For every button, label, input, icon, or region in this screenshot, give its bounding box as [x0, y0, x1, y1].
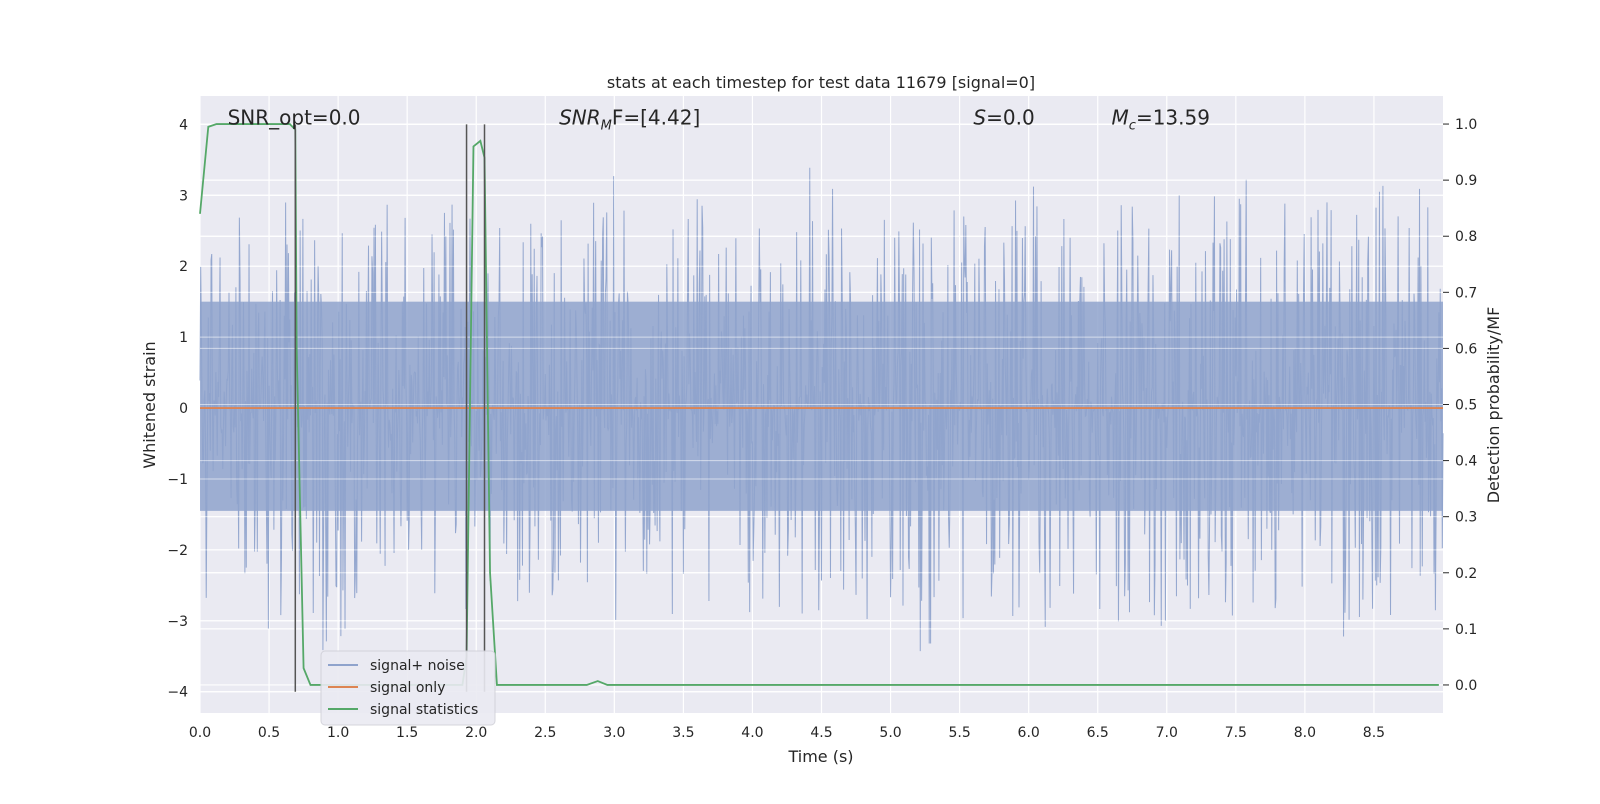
- y-right-tick-label: 0.2: [1455, 566, 1477, 582]
- legend-label: signal+ noise: [370, 658, 465, 674]
- annotation-text: S=0.0: [973, 105, 1034, 129]
- tick-labels: 0.0 0.5 1.0 1.5 2.0 2.5 3.0 3.5 4.0 4.5 5.0 5.5 6.0 6…: [167, 117, 1477, 741]
- y-left-tick-label: 3: [179, 188, 188, 204]
- y-right-tick-label: 0.7: [1455, 285, 1477, 301]
- x-tick-label: 8.0: [1294, 725, 1316, 741]
- legend-label: signal only: [370, 680, 445, 696]
- y-left-tick-label: 4: [179, 117, 188, 133]
- y-left-tick-label: −2: [167, 543, 188, 559]
- x-tick-label: 2.0: [465, 725, 487, 741]
- x-tick-label: 6.5: [1087, 725, 1109, 741]
- y-right-tick-label: 0.9: [1455, 173, 1477, 189]
- x-tick-label: 3.0: [603, 725, 625, 741]
- y-left-tick-label: 0: [179, 401, 188, 417]
- x-tick-label: 5.0: [879, 725, 901, 741]
- x-tick-label: 8.5: [1363, 725, 1385, 741]
- y-axis-right-label: Detection probability/MF: [1484, 307, 1503, 504]
- signal-statistics-line: [199, 123, 1439, 686]
- y-right-tick-label: 0.8: [1455, 229, 1477, 245]
- annotation-text: SNR_opt=0.0: [228, 105, 361, 129]
- annotation-main: M: [1112, 105, 1129, 129]
- signal-noise-line: [199, 167, 1444, 652]
- x-tick-label: 1.5: [396, 725, 418, 741]
- x-tick-label: 2.5: [534, 725, 556, 741]
- legend-box: [320, 650, 496, 726]
- y-right-tick-label: 0.5: [1455, 398, 1477, 414]
- y-left-tick-label: 2: [179, 259, 188, 275]
- x-tick-label: 0.5: [258, 725, 280, 741]
- y-right-tick-label: 0.6: [1455, 341, 1477, 357]
- annotation-main: S: [973, 105, 986, 129]
- y-right-tick-label: 0.1: [1455, 622, 1477, 638]
- vertical-markers: [294, 124, 486, 692]
- x-tick-label: 5.5: [948, 725, 970, 741]
- annotations: SNR_opt=0.0 SNRMF=[4.42] S=0.0 Mc=13.59: [228, 105, 1210, 133]
- x-tick-label: 0.0: [189, 725, 211, 741]
- x-tick-label: 4.0: [741, 725, 763, 741]
- noise-series-layer: [199, 123, 1444, 693]
- x-tick-label: 7.0: [1156, 725, 1178, 741]
- annotation-main: SNR: [559, 105, 601, 129]
- x-tick-label: 1.0: [327, 725, 349, 741]
- y-right-tick-label: 0.0: [1455, 678, 1477, 694]
- annotation-value: =13.59: [1136, 105, 1210, 129]
- x-tick-label: 7.5: [1225, 725, 1247, 741]
- y-left-tick-label: −3: [167, 614, 188, 630]
- x-tick-label: 3.5: [672, 725, 694, 741]
- line-series-layer: [199, 123, 1443, 686]
- annotation-text: SNRMF=[4.42]: [559, 105, 700, 133]
- annotation-value: F=[4.42]: [612, 105, 700, 129]
- x-axis-label: Time (s): [787, 747, 853, 766]
- y-left-tick-label: −4: [167, 685, 188, 701]
- y-right-tick-label: 0.4: [1455, 454, 1477, 470]
- annotation-subscript: c: [1129, 118, 1136, 133]
- y-axis-left-label: Whitened strain: [140, 341, 159, 468]
- chart-title: stats at each timestep for test data 116…: [607, 73, 1035, 92]
- x-tick-label: 6.0: [1018, 725, 1040, 741]
- annotation-subscript: M: [601, 118, 612, 133]
- legend: signal+ noise signal only signal statistic…: [320, 650, 496, 726]
- x-tick-label: 4.5: [810, 725, 832, 741]
- y-right-tick-label: 0.3: [1455, 510, 1477, 526]
- y-left-tick-label: 1: [179, 330, 188, 346]
- annotation-value: =0.0: [986, 105, 1035, 129]
- annotation-text: Mc=13.59: [1112, 105, 1210, 133]
- legend-label: signal statistics: [370, 702, 478, 718]
- y-right-tick-label: 1.0: [1455, 117, 1477, 133]
- y-left-tick-label: −1: [167, 472, 188, 488]
